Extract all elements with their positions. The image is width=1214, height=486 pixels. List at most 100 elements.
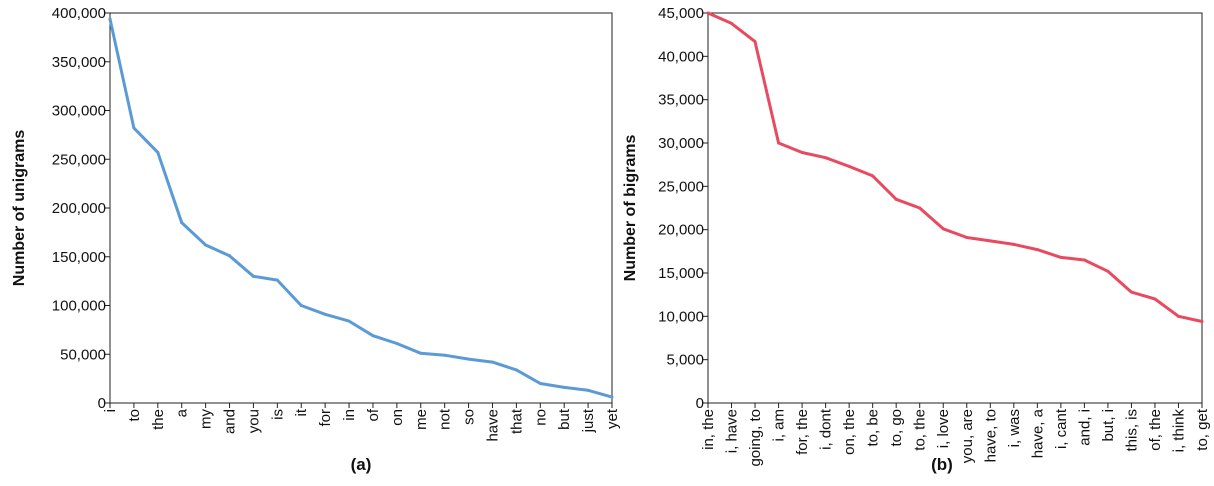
unigram-y-tick-label: 300,000 xyxy=(52,103,106,120)
bigram-data-point xyxy=(1012,242,1016,246)
bigram-data-point xyxy=(1129,290,1133,294)
bigram-data-point xyxy=(894,197,898,201)
unigram-x-tick-label: and xyxy=(222,409,239,434)
bigram-data-point xyxy=(871,174,875,178)
unigram-x-tick-label: you xyxy=(245,409,262,433)
bigram-data-point xyxy=(1059,255,1063,259)
unigram-x-tick-label: just xyxy=(580,408,597,433)
bigram-x-tick-label: i, dont xyxy=(818,408,835,450)
unigram-x-tick-label: is xyxy=(269,409,286,420)
unigram-data-point xyxy=(514,368,518,372)
unigram-data-point xyxy=(108,17,112,21)
bigram-y-tick-label: 45,000 xyxy=(658,5,704,22)
bigram-data-point xyxy=(1035,248,1039,252)
bigram-x-tick-label: to, go xyxy=(888,409,905,447)
unigram-y-tick-label: 0 xyxy=(98,395,106,412)
unigram-caption: (a) xyxy=(351,455,372,474)
unigram-data-point xyxy=(443,353,447,357)
bigram-data-point xyxy=(1106,269,1110,273)
bigram-data-point xyxy=(965,235,969,239)
bigram-data-point xyxy=(824,156,828,160)
bigram-x-tick-label: this, is xyxy=(1123,409,1140,452)
bigram-data-point xyxy=(706,11,710,15)
bigram-data-point xyxy=(730,21,734,25)
bigram-data-point xyxy=(777,141,781,145)
unigram-y-tick-label: 150,000 xyxy=(52,249,106,266)
unigram-plot-frame xyxy=(109,12,613,404)
unigram-y-tick-label: 250,000 xyxy=(52,151,106,168)
bigram-y-tick-label: 25,000 xyxy=(658,178,704,195)
bigram-caption: (b) xyxy=(931,455,953,474)
unigram-x-tick-label: on xyxy=(389,409,406,426)
bigram-y-axis-label: Number of bigrams xyxy=(622,135,639,282)
unigram-x-tick-label: i xyxy=(102,409,119,412)
bigram-x-tick-label: i, was xyxy=(1006,409,1023,447)
unigram-data-point xyxy=(251,274,255,278)
unigram-y-tick-label: 350,000 xyxy=(52,54,106,71)
unigram-data-point xyxy=(156,150,160,154)
bigram-data-point xyxy=(918,206,922,210)
unigram-chart: 0 50,000 100,000 150,000 200,000 250,000 300,0… xyxy=(11,5,621,474)
bigram-y-tick-label: 10,000 xyxy=(658,308,704,325)
unigram-data-point xyxy=(132,126,136,130)
bigram-x-tick-label: to, get xyxy=(1194,408,1211,451)
bigram-x-tick-label: to, be xyxy=(865,409,882,447)
unigram-data-point xyxy=(467,357,471,361)
bigram-plot-frame xyxy=(707,12,1203,404)
bigram-y-tick-label: 20,000 xyxy=(658,222,704,239)
unigram-y-tick-label: 200,000 xyxy=(52,200,106,217)
bigram-y-tick-label: 15,000 xyxy=(658,265,704,282)
unigram-y-axis-label: Number of unigrams xyxy=(11,130,28,287)
bigram-x-tick-label: in, the xyxy=(700,409,717,450)
unigram-data-point xyxy=(490,360,494,364)
bigram-data-point xyxy=(753,40,757,44)
unigram-data-point xyxy=(610,395,614,399)
unigram-data-point xyxy=(586,388,590,392)
unigram-x-tick-label: in xyxy=(341,409,358,421)
bigram-series-line xyxy=(706,11,1204,323)
bigram-x-tick-label: i, think xyxy=(1170,409,1187,453)
unigram-x-tick-label: that xyxy=(508,408,525,434)
bigram-data-point xyxy=(1153,297,1157,301)
bigram-y-tick-label: 30,000 xyxy=(658,135,704,152)
bigram-x-tick-label: i, cant xyxy=(1053,408,1070,449)
bigram-x-tick-label: i, love xyxy=(935,409,952,448)
bigram-x-tick-label: going, to xyxy=(747,409,764,467)
bigram-y-tick-label: 35,000 xyxy=(658,92,704,109)
unigram-x-tick-label: to xyxy=(126,409,143,422)
unigram-x-tick-label: no xyxy=(532,409,549,426)
unigram-x-tick-label: for xyxy=(317,409,334,427)
bigram-x-tick-label: to, the xyxy=(912,409,929,451)
bigram-x-tick-label: i, am xyxy=(771,409,788,442)
unigram-x-tick-label: have xyxy=(484,409,501,442)
bigram-y-tick-label: 5,000 xyxy=(666,352,704,369)
unigram-x-tick-label: but xyxy=(556,408,573,430)
unigram-x-tick-label: the xyxy=(150,409,167,430)
unigram-y-tick-label: 50,000 xyxy=(60,346,106,363)
unigram-y-tick-label: 400,000 xyxy=(52,5,106,22)
bigram-x-tick-label: but, i xyxy=(1100,409,1117,442)
unigram-data-point xyxy=(275,278,279,282)
bigram-x-tick-label: of, the xyxy=(1147,409,1164,451)
bigram-data-point xyxy=(800,151,804,155)
bigram-data-point xyxy=(941,227,945,231)
bigram-data-point xyxy=(1082,258,1086,262)
bigram-x-tick-label: and, i xyxy=(1076,409,1093,446)
bigram-x-tick-label: on, the xyxy=(841,409,858,455)
unigram-data-point xyxy=(204,243,208,247)
bigram-data-point xyxy=(1176,314,1180,318)
bigram-x-tick-label: you, are xyxy=(959,409,976,463)
unigram-data-point xyxy=(395,342,399,346)
unigram-data-point xyxy=(371,334,375,338)
unigram-x-tick-label: it xyxy=(293,408,310,416)
unigram-data-point xyxy=(180,221,184,225)
unigram-data-point xyxy=(323,312,327,316)
unigram-x-tick-label: of xyxy=(365,408,382,421)
unigram-y-tick-label: 100,000 xyxy=(52,298,106,315)
unigram-data-point xyxy=(299,304,303,307)
unigram-x-tick-label: my xyxy=(198,409,215,429)
bigram-x-tick-label: i, have xyxy=(724,409,741,453)
bigram-x-tick-label: have, a xyxy=(1029,408,1046,458)
unigram-x-tick-label: a xyxy=(174,408,191,417)
